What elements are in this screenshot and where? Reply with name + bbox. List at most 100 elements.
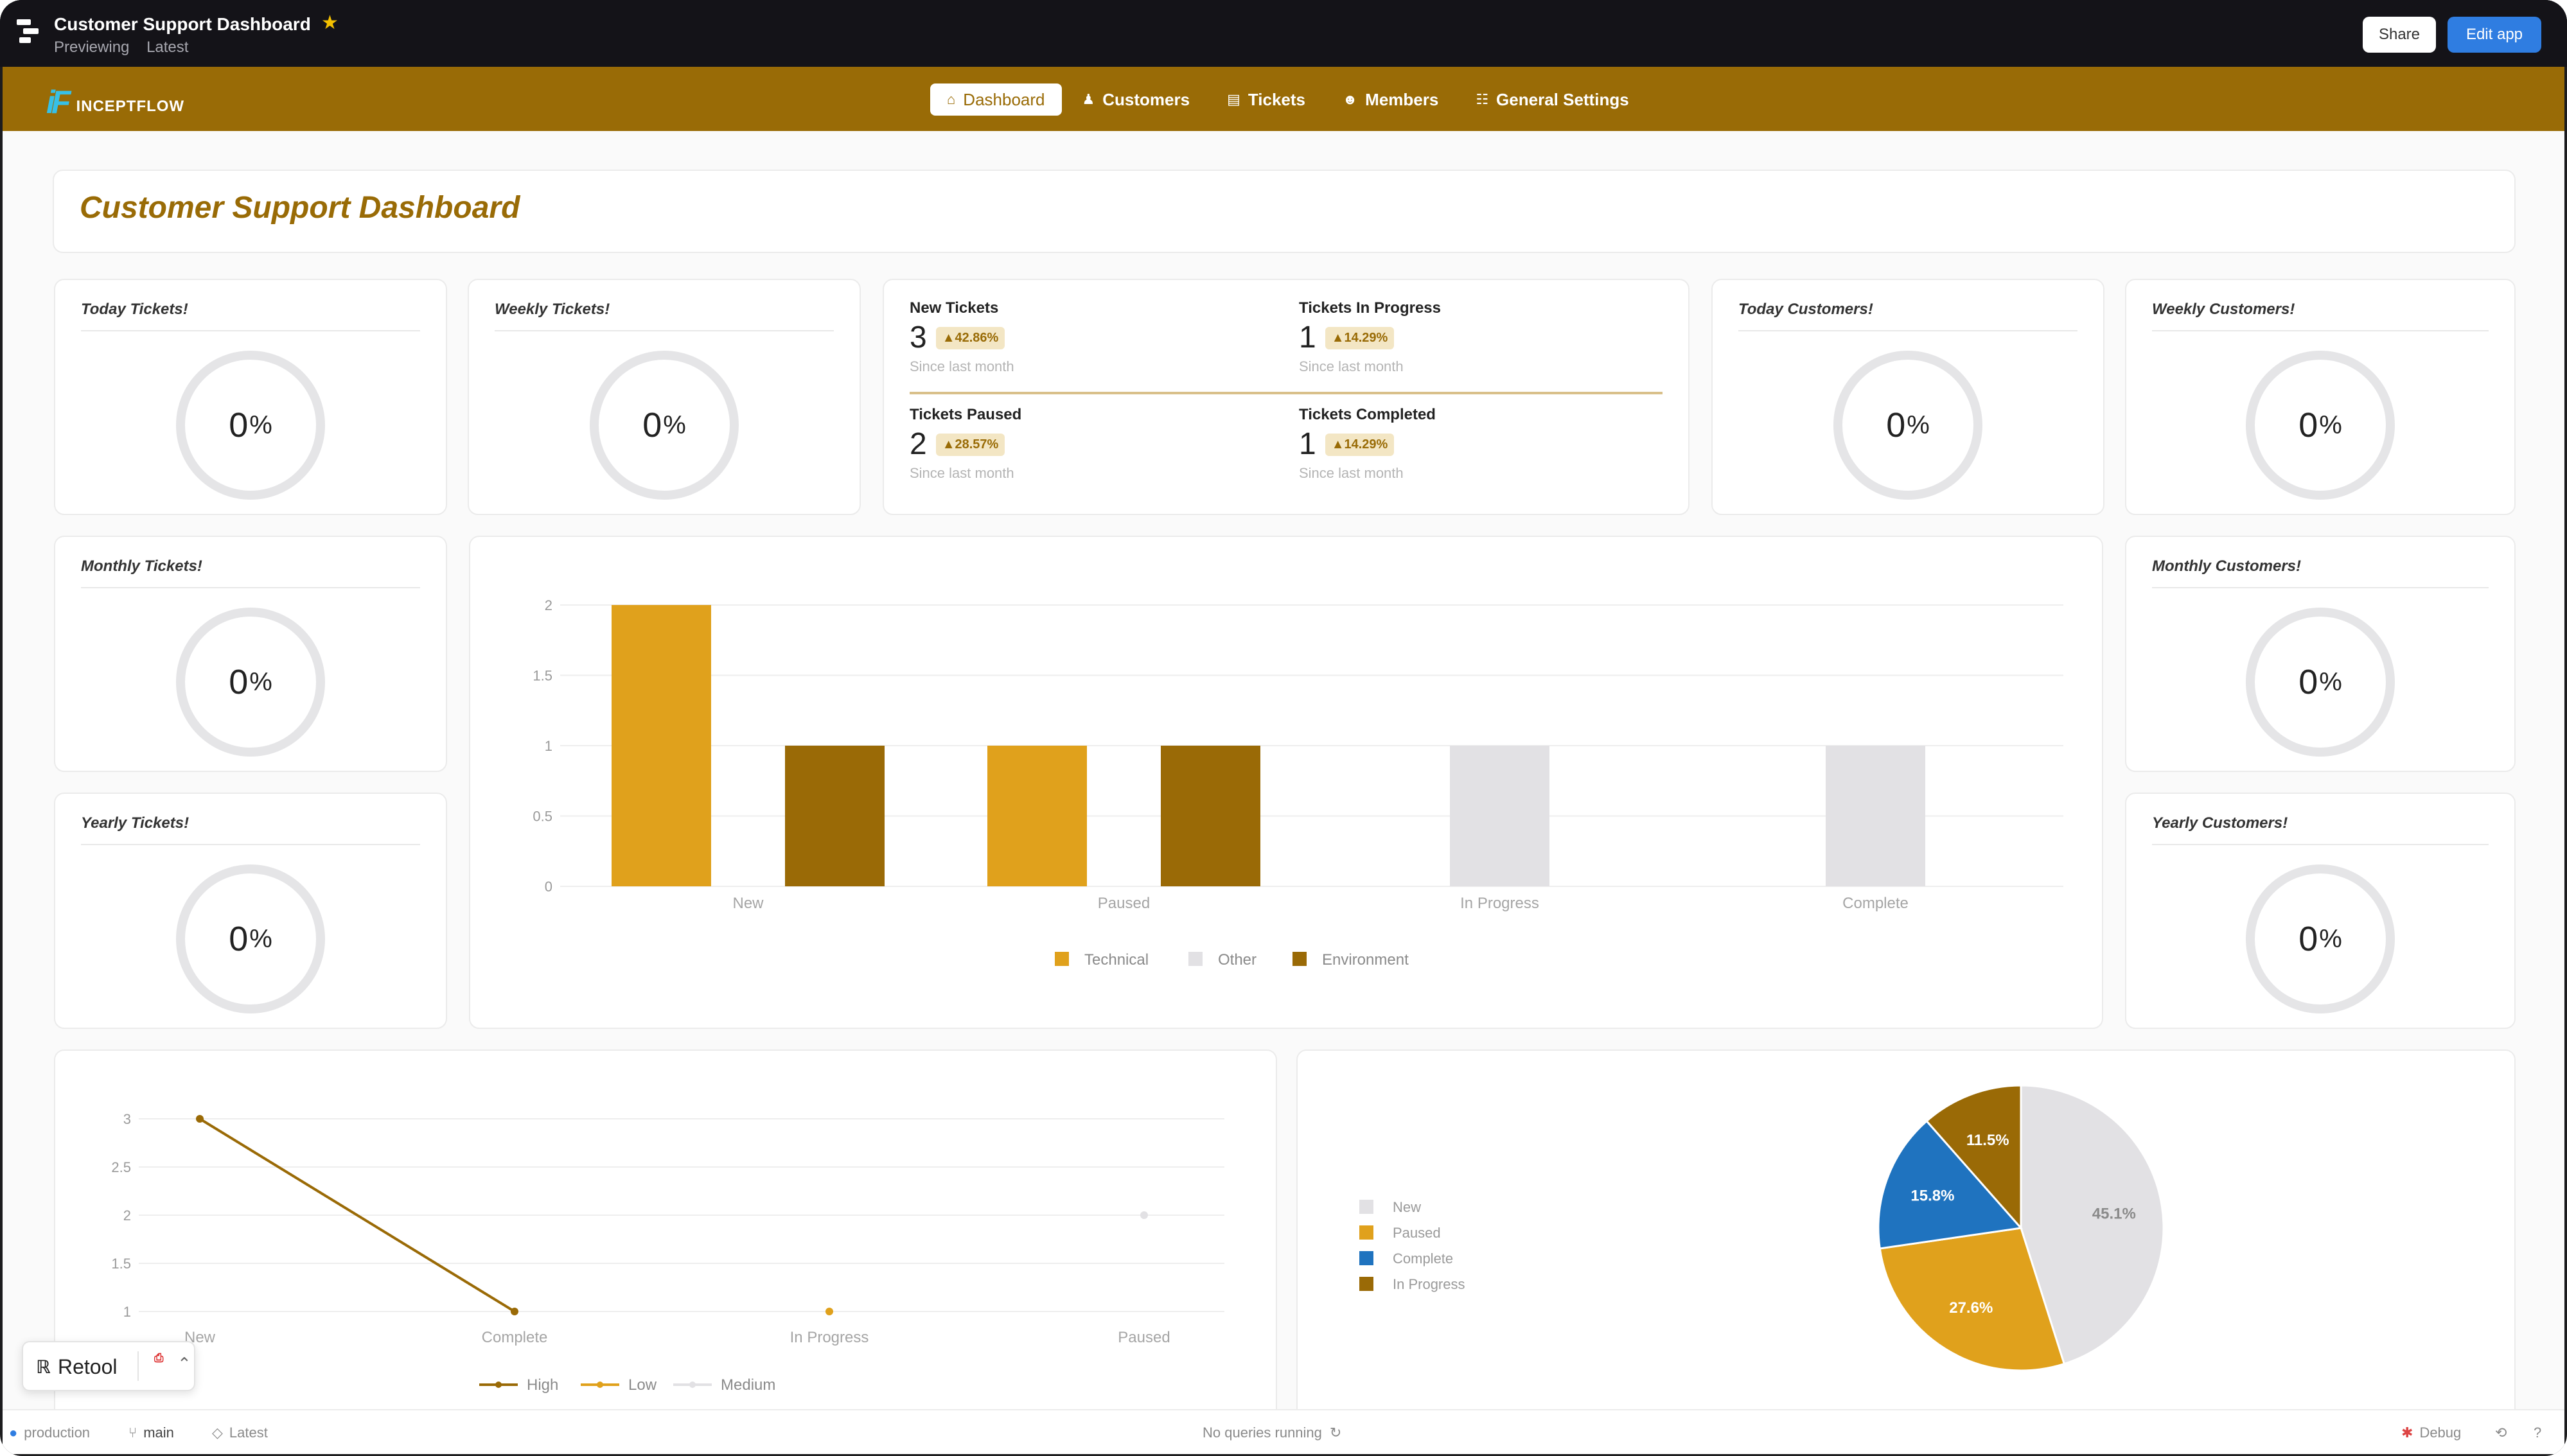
y-tick-label: 1 <box>123 1304 131 1320</box>
tab-label: General Settings <box>1496 89 1629 109</box>
retool-logo-icon[interactable] <box>14 17 44 48</box>
ring-unit: % <box>249 667 272 696</box>
legend-swatch <box>1188 952 1203 966</box>
title-bar: Customer Support Dashboard ★ Previewing … <box>0 0 2567 67</box>
card-title: Today Customers! <box>1738 301 1873 318</box>
share-button[interactable]: Share <box>2363 17 2436 53</box>
ring-value: 0 <box>229 406 249 444</box>
weekly-tickets-card: Weekly Tickets! 0% <box>468 279 861 515</box>
stat-value: 1 <box>1299 427 1316 461</box>
page-header: Customer Support Dashboard <box>53 170 2516 253</box>
tab-general-settings[interactable]: ☷ General Settings <box>1459 83 1645 116</box>
stat-in-progress: Tickets In Progress 1 ▲14.29% Since last… <box>1299 299 1441 375</box>
monthly-tickets-card: Monthly Tickets! 0% <box>54 536 447 772</box>
legend-marker <box>597 1381 603 1388</box>
card-title: Yearly Customers! <box>2152 814 2288 832</box>
tab-label: Members <box>1365 89 1439 109</box>
brand-logo[interactable]: iF INCEPTFLOW <box>46 83 184 121</box>
branch-label: main <box>143 1425 174 1441</box>
monthly-customers-card: Monthly Customers! 0% <box>2125 536 2516 772</box>
main-content: Customer Support Dashboard Today Tickets… <box>3 131 2564 1425</box>
ring-unit: % <box>2319 667 2342 696</box>
divider <box>2152 844 2489 845</box>
legend-label: Environment <box>1322 951 1409 969</box>
progress-ring: 0% <box>2246 351 2395 500</box>
pie-slice-paused <box>1878 1227 2066 1372</box>
point-low <box>825 1308 833 1315</box>
ring-unit: % <box>2319 410 2342 439</box>
person-icon: ♟ <box>1082 91 1095 107</box>
chevron-up-icon[interactable]: ⌃ <box>177 1354 191 1373</box>
history-icon[interactable]: ⟲ <box>2495 1425 2507 1441</box>
line-high <box>198 1118 516 1313</box>
branch-selector[interactable]: ⑂ main <box>128 1425 174 1441</box>
refresh-icon[interactable]: ↻ <box>1329 1425 1342 1441</box>
point-high <box>196 1115 204 1123</box>
tab-tickets[interactable]: ▤ Tickets <box>1210 83 1322 116</box>
edit-app-button[interactable]: Edit app <box>2448 17 2541 53</box>
bar-other <box>1826 746 1925 886</box>
ticket-status-pie-chart: 45.1% 27.6% 15.8% 11.5% New Paused Complete In … <box>1296 1049 2516 1425</box>
point-high <box>511 1308 518 1315</box>
pie-value-label: 45.1% <box>2092 1206 2136 1223</box>
change-badge: ▲14.29% <box>1325 433 1395 456</box>
pie-slice-new <box>2020 1084 2165 1365</box>
pie-value-label: 15.8% <box>1910 1188 1954 1205</box>
legend-swatch <box>1359 1277 1373 1291</box>
debug-label: Debug <box>2419 1425 2462 1441</box>
card-title: Today Tickets! <box>81 301 188 318</box>
query-status: No queries running ↻ <box>1203 1425 1348 1441</box>
divider <box>81 844 420 845</box>
yearly-tickets-card: Yearly Tickets! 0% <box>54 793 447 1029</box>
y-tick-label: 1.5 <box>111 1256 131 1272</box>
y-tick-label: 3 <box>123 1111 131 1127</box>
pie-slice-in-progress <box>1925 1084 2022 1231</box>
ticket-stats-card: New Tickets 3 ▲42.86% Since last month T… <box>883 279 1689 515</box>
retool-badge[interactable]: ℝ Retool ⎙ ⌃ <box>22 1341 195 1391</box>
stat-label: New Tickets <box>910 299 999 317</box>
y-tick-label: 0.5 <box>533 809 552 825</box>
ring-value: 0 <box>229 920 249 958</box>
tab-members[interactable]: ☻ Members <box>1326 83 1455 116</box>
debug-button[interactable]: ✱ Debug <box>2401 1425 2461 1441</box>
divider <box>495 330 834 331</box>
card-title: Monthly Tickets! <box>81 557 202 575</box>
tag-icon: ◇ <box>212 1425 223 1441</box>
stat-label: Tickets Completed <box>1299 406 1436 423</box>
version-label[interactable]: Latest <box>146 39 189 56</box>
divider <box>2152 330 2489 331</box>
x-tick-label: Paused <box>1098 895 1150 912</box>
tab-label: Tickets <box>1248 89 1305 109</box>
tab-dashboard[interactable]: ⌂ Dashboard <box>930 83 1062 116</box>
version-label: Latest <box>229 1425 268 1441</box>
tab-customers[interactable]: ♟ Customers <box>1066 83 1207 116</box>
help-icon[interactable]: ? <box>2534 1425 2542 1441</box>
stat-note: Since last month <box>1299 358 1404 374</box>
app-status: Previewing Latest <box>54 39 201 57</box>
ring-unit: % <box>1907 410 1930 439</box>
version-selector[interactable]: ◇ Latest <box>212 1425 268 1441</box>
bug-icon: ✱ <box>2401 1425 2413 1441</box>
change-badge: ▲42.86% <box>935 326 1005 349</box>
favorite-star-icon[interactable]: ★ <box>321 12 339 33</box>
divider <box>1738 330 2077 331</box>
legend-label: Paused <box>1393 1225 1441 1241</box>
pdf-icon[interactable]: ⎙ <box>154 1351 164 1364</box>
legend-marker <box>689 1381 696 1388</box>
environment-selector[interactable]: ● production <box>9 1425 90 1441</box>
legend-label: Low <box>628 1376 657 1394</box>
ticket-category-bar-chart: 0 0.5 1 1.5 2 New Paused In Progress Complete Tec… <box>469 536 2103 1029</box>
ring-value: 0 <box>642 406 662 444</box>
today-tickets-card: Today Tickets! 0% <box>54 279 447 515</box>
ring-unit: % <box>2319 924 2342 953</box>
env-dot-icon: ● <box>9 1425 18 1441</box>
progress-ring: 0% <box>1833 351 1982 500</box>
legend-label: New <box>1393 1199 1421 1215</box>
divider <box>81 587 420 588</box>
progress-ring: 0% <box>590 351 739 500</box>
legend-label: Complete <box>1393 1250 1453 1267</box>
card-title: Yearly Tickets! <box>81 814 190 832</box>
ring-unit: % <box>249 924 272 953</box>
pie-value-label: 27.6% <box>1949 1299 1993 1317</box>
